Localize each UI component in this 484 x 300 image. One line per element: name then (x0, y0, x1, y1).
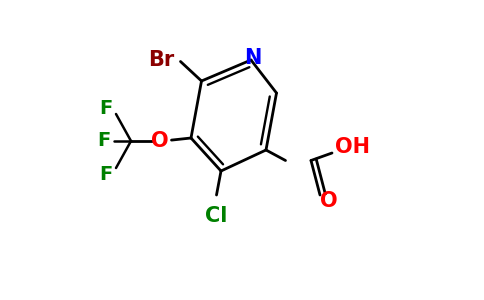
Text: N: N (244, 49, 261, 68)
Text: Br: Br (148, 50, 174, 70)
Text: F: F (99, 164, 112, 184)
Text: Cl: Cl (205, 206, 227, 226)
Text: F: F (99, 98, 112, 118)
Text: OH: OH (335, 137, 370, 157)
Text: O: O (320, 191, 338, 211)
Text: F: F (97, 131, 111, 151)
Text: O: O (151, 131, 168, 151)
